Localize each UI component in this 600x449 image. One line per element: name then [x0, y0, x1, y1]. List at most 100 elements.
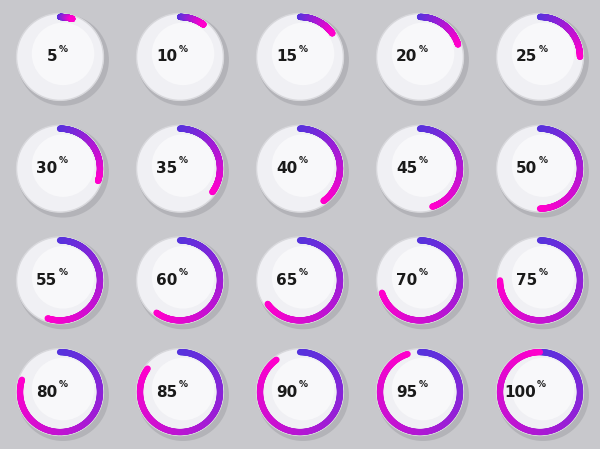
Circle shape — [257, 238, 349, 329]
Circle shape — [392, 246, 454, 308]
Text: %: % — [298, 44, 307, 53]
Text: %: % — [58, 44, 67, 53]
Text: 30: 30 — [36, 161, 58, 176]
Circle shape — [137, 13, 223, 101]
Text: 80: 80 — [36, 385, 58, 400]
Circle shape — [497, 348, 583, 436]
Circle shape — [497, 349, 589, 441]
Circle shape — [497, 238, 589, 329]
Circle shape — [257, 125, 343, 212]
Circle shape — [377, 348, 463, 436]
Text: 25: 25 — [516, 49, 538, 64]
Circle shape — [257, 237, 343, 324]
Text: %: % — [538, 44, 547, 53]
Text: %: % — [178, 156, 187, 165]
Text: %: % — [298, 380, 307, 389]
Circle shape — [152, 358, 214, 420]
Text: 70: 70 — [396, 273, 418, 288]
Circle shape — [497, 13, 583, 101]
Circle shape — [32, 358, 94, 420]
Text: 85: 85 — [156, 385, 178, 400]
Text: 50: 50 — [516, 161, 538, 176]
Circle shape — [377, 349, 469, 441]
Text: 45: 45 — [396, 161, 418, 176]
Circle shape — [512, 22, 574, 85]
Circle shape — [17, 13, 103, 101]
Text: %: % — [298, 268, 307, 277]
Circle shape — [17, 238, 109, 329]
Circle shape — [257, 13, 343, 101]
Circle shape — [512, 246, 574, 308]
Text: %: % — [58, 268, 67, 277]
Circle shape — [32, 22, 94, 85]
Circle shape — [512, 358, 574, 420]
Text: %: % — [178, 268, 187, 277]
Circle shape — [497, 14, 589, 106]
Text: %: % — [537, 380, 546, 389]
Text: %: % — [538, 156, 547, 165]
Circle shape — [257, 349, 349, 441]
Circle shape — [152, 134, 214, 197]
Circle shape — [17, 125, 103, 212]
Circle shape — [137, 125, 223, 212]
Circle shape — [17, 349, 109, 441]
Circle shape — [272, 22, 334, 85]
Circle shape — [137, 238, 229, 329]
Circle shape — [377, 125, 463, 212]
Circle shape — [32, 246, 94, 308]
Circle shape — [137, 237, 223, 324]
Text: %: % — [418, 268, 427, 277]
Text: 55: 55 — [36, 273, 58, 288]
Circle shape — [392, 22, 454, 85]
Text: %: % — [178, 44, 187, 53]
Circle shape — [497, 237, 583, 324]
Text: 100: 100 — [504, 385, 536, 400]
Circle shape — [257, 14, 349, 106]
Circle shape — [137, 14, 229, 106]
Circle shape — [272, 134, 334, 197]
Text: %: % — [418, 156, 427, 165]
Circle shape — [17, 126, 109, 218]
Text: 95: 95 — [396, 385, 418, 400]
Text: %: % — [538, 268, 547, 277]
Circle shape — [152, 22, 214, 85]
Text: 10: 10 — [156, 49, 178, 64]
Circle shape — [17, 348, 103, 436]
Text: 15: 15 — [276, 49, 298, 64]
Text: %: % — [418, 380, 427, 389]
Circle shape — [272, 358, 334, 420]
Circle shape — [377, 13, 463, 101]
Circle shape — [497, 126, 589, 218]
Text: %: % — [58, 156, 67, 165]
Text: 5: 5 — [47, 49, 58, 64]
Text: %: % — [298, 156, 307, 165]
Circle shape — [377, 238, 469, 329]
Circle shape — [17, 14, 109, 106]
Circle shape — [377, 14, 469, 106]
Text: 40: 40 — [276, 161, 298, 176]
Text: %: % — [178, 380, 187, 389]
Circle shape — [272, 246, 334, 308]
Circle shape — [137, 348, 223, 436]
Circle shape — [137, 349, 229, 441]
Circle shape — [377, 126, 469, 218]
Circle shape — [152, 246, 214, 308]
Circle shape — [512, 134, 574, 197]
Text: 20: 20 — [396, 49, 418, 64]
Text: 35: 35 — [156, 161, 178, 176]
Circle shape — [17, 237, 103, 324]
Circle shape — [392, 358, 454, 420]
Text: 75: 75 — [516, 273, 538, 288]
Circle shape — [257, 348, 343, 436]
Circle shape — [137, 126, 229, 218]
Text: %: % — [58, 380, 67, 389]
Circle shape — [32, 134, 94, 197]
Text: %: % — [418, 44, 427, 53]
Circle shape — [377, 237, 463, 324]
Text: 90: 90 — [276, 385, 298, 400]
Text: 65: 65 — [276, 273, 298, 288]
Circle shape — [257, 126, 349, 218]
Circle shape — [497, 125, 583, 212]
Circle shape — [392, 134, 454, 197]
Text: 60: 60 — [156, 273, 178, 288]
